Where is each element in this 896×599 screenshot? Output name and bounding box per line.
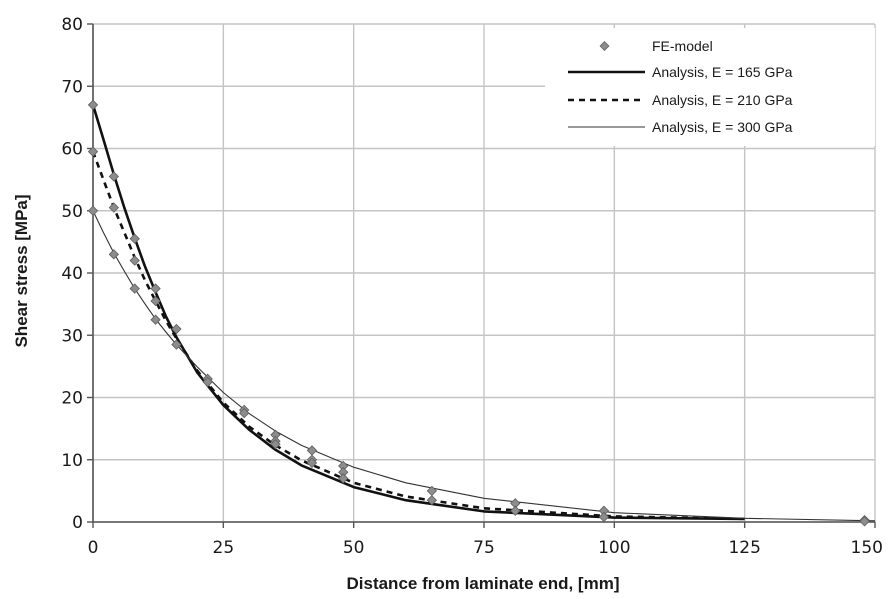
fe-model-point-32: [598, 511, 610, 523]
y-tick-label-60: 60: [61, 140, 83, 160]
fe-model-point-21: [306, 445, 318, 456]
fe-model-point-6: [129, 233, 140, 244]
grid: [92, 23, 876, 523]
fe-model-point-17: [239, 407, 250, 419]
legend-label-2: Analysis, E = 210 GPa: [652, 92, 793, 108]
fe-model-point-13: [171, 339, 182, 350]
fe-model-point-1: [87, 146, 99, 157]
x-tick-label-100: 100: [598, 538, 630, 558]
fe-model-point-10: [150, 295, 161, 307]
x-tick-label-50: 50: [343, 538, 365, 558]
fe-model-point-23: [306, 457, 318, 469]
fe-model-point-11: [150, 314, 161, 325]
legend-label-3: Analysis, E = 300 GPa: [652, 119, 793, 135]
x-tick-label-125: 125: [728, 538, 760, 558]
fe-model-point-34: [859, 516, 870, 527]
y-tick-label-30: 30: [61, 326, 83, 346]
series-layer: [87, 99, 876, 527]
x-tick-label-0: 0: [88, 538, 99, 558]
x-tick-label-75: 75: [473, 538, 495, 558]
x-axis-title: Distance from laminate end, [mm]: [346, 574, 619, 593]
legend-marker-fe-model: [599, 41, 610, 51]
fe-model-point-5: [108, 249, 120, 260]
legend: FE-model Analysis, E = 165 GPa Analysis, E…: [545, 28, 875, 146]
x-tick-labels: 0 25 50 75 100 125 150: [88, 538, 883, 558]
fe-model-point-0: [87, 99, 99, 111]
legend-label-1: Analysis, E = 165 GPa: [652, 64, 793, 80]
fe-model-point-30: [510, 505, 521, 516]
fe-model-point-8: [129, 283, 140, 294]
fe-model-point-7: [129, 255, 140, 266]
fe-model-point-28: [426, 495, 438, 506]
fe-model-point-2: [87, 205, 99, 216]
x-tick-label-25: 25: [213, 538, 235, 558]
fe-model-point-20: [270, 439, 281, 450]
fe-model-point-3: [108, 171, 120, 182]
fe-model-point-12: [171, 323, 182, 335]
y-tick-label-10: 10: [61, 451, 83, 471]
fe-model-point-9: [150, 283, 161, 294]
x-tick-label-150: 150: [851, 538, 883, 558]
y-tick-label-20: 20: [61, 389, 83, 409]
y-tick-label-40: 40: [61, 264, 83, 284]
y-tick-label-70: 70: [61, 77, 83, 97]
legend-background: [545, 28, 875, 146]
y-tick-label-0: 0: [72, 513, 83, 533]
y-tick-label-80: 80: [61, 15, 83, 35]
fe-model-point-26: [338, 473, 349, 484]
y-tick-labels: 0 10 20 30 40 50 60 70 80: [61, 15, 83, 533]
y-tick-label-50: 50: [61, 202, 83, 222]
legend-label-0: FE-model: [652, 38, 713, 54]
fe-model-point-15: [202, 376, 213, 388]
fe-model-point-4: [108, 202, 120, 213]
series-line-2: [91, 151, 745, 521]
series-line-1: [91, 104, 745, 521]
y-axis-title: Shear stress [MPa]: [12, 194, 31, 347]
